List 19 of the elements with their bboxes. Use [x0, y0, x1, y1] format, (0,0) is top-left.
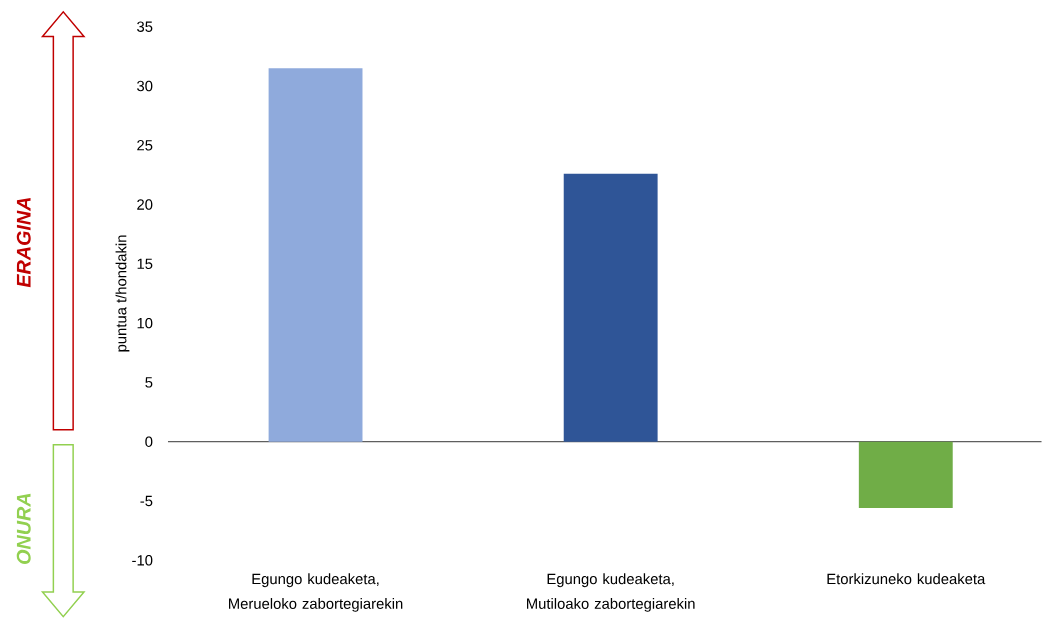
bar: [268, 68, 363, 442]
y-tick-label: 30: [137, 80, 153, 92]
bar: [858, 441, 953, 509]
y-tick-label: 25: [137, 140, 153, 151]
text: ERAGINA: [16, 198, 31, 288]
y-tick-label: 15: [137, 258, 153, 270]
y-tick-label: 20: [137, 199, 153, 210]
bar: [563, 173, 658, 442]
y-axis-title: puntua t/hondakin: [115, 235, 130, 352]
text: ONURA: [16, 494, 31, 565]
y-tick-label: 35: [137, 21, 153, 33]
y-tick-label: 10: [137, 318, 153, 329]
x-tick-label: Egungo kudeaketa, Mutiloako zabortegiarekin: [527, 573, 695, 613]
x-tick-label: Egungo kudeaketa, Merueloko zabortegiarekin: [229, 573, 403, 613]
y-tick-label: -5: [140, 496, 153, 507]
y-tick-label: -10: [132, 555, 153, 566]
y-tick-label: 5: [145, 377, 153, 388]
y-tick-label: 0: [145, 436, 153, 448]
x-tick-label: Etorkizuneko kudeaketa: [827, 573, 986, 585]
